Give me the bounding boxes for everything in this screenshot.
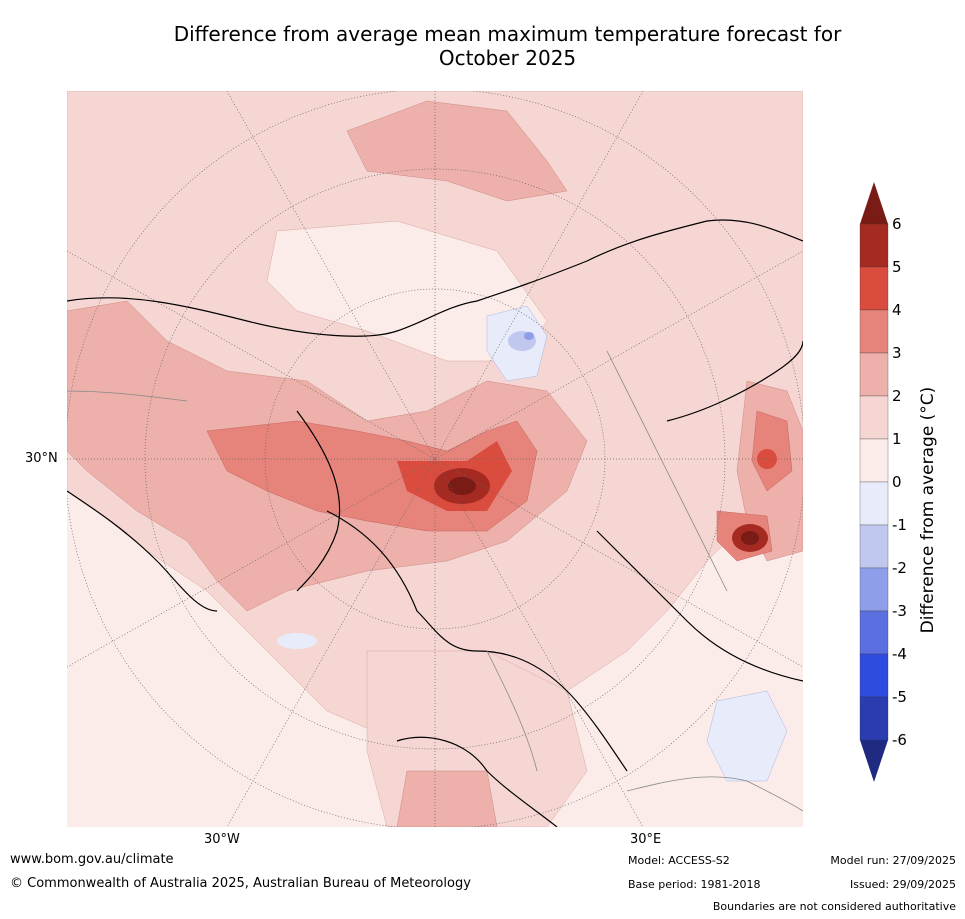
anomaly-hotspot-arctic-core [448, 477, 476, 495]
longitude-label-30w: 30°W [204, 832, 240, 847]
colorbar-tick-label: -2 [892, 559, 907, 577]
colorbar-segment [859, 438, 889, 483]
anomaly-band-2-3-north [346, 100, 568, 202]
base-period: Base period: 1981-2018 [628, 878, 761, 891]
anomaly-below-south-asia [706, 690, 788, 782]
anomaly-band-2-3-south [396, 770, 498, 827]
colorbar-tick-label: -1 [892, 516, 907, 534]
near-average-arctic [266, 220, 548, 362]
colorbar-tick-label: 5 [892, 258, 902, 276]
colorbar-segment [859, 610, 889, 655]
colorbar-label: Difference from average (°C) [918, 387, 938, 634]
colorbar-segment [859, 524, 889, 569]
colorbar-segment [859, 352, 889, 397]
colorbar-tick-label: 6 [892, 215, 902, 233]
colorbar-segment [859, 696, 889, 741]
colorbar-tick-label: -4 [892, 645, 907, 663]
longitude-label-30e: 30°E [630, 832, 662, 847]
latitude-label-30n: 30°N [25, 451, 58, 466]
colorbar-tick-label: -6 [892, 731, 907, 749]
anomaly-below-atlantic [277, 633, 317, 649]
title-line-1: Difference from average mean maximum tem… [173, 22, 842, 46]
colorbar-segments [859, 182, 889, 782]
colorbar-tick-label: 3 [892, 344, 902, 362]
copyright-text: © Commonwealth of Australia 2025, Austra… [10, 876, 471, 891]
colorbar-tick-label: -3 [892, 602, 907, 620]
graticule [67, 91, 803, 827]
title-line-2: October 2025 [438, 46, 577, 70]
colorbar-tick-label: -5 [892, 688, 907, 706]
colorbar-segment [859, 266, 889, 311]
website-link[interactable]: www.bom.gov.au/climate [10, 852, 174, 867]
colorbar-tick-label: 0 [892, 473, 902, 491]
colorbar-extend-min [860, 740, 888, 782]
country-boundaries [67, 350, 803, 812]
boundary-disclaimer: Boundaries are not considered authoritat… [712, 900, 956, 913]
colorbar-segment [859, 395, 889, 440]
colorbar-segment [859, 223, 889, 268]
colorbar-tick-label: 4 [892, 301, 902, 319]
colorbar: 6 5 4 3 2 1 0 -1 -2 -3 -4 -5 -6 Difference from aver… [859, 182, 938, 782]
colorbar-ticks: 6 5 4 3 2 1 0 -1 -2 -3 -4 -5 -6 [892, 215, 907, 749]
colorbar-tick-label: 2 [892, 387, 902, 405]
colorbar-segment [859, 653, 889, 698]
colorbar-segment [859, 309, 889, 354]
issued-date: Issued: 29/09/2025 [849, 878, 956, 891]
colorbar-segment [859, 567, 889, 612]
model-name: Model: ACCESS-S2 [628, 854, 730, 867]
model-run-date: Model run: 27/09/2025 [830, 854, 956, 867]
anomaly-below-scandinavia-min [524, 332, 534, 340]
colorbar-tick-label: 1 [892, 430, 902, 448]
colorbar-segment [859, 481, 889, 526]
colorbar-extend-max [860, 182, 888, 224]
map-title: Difference from average mean maximum tem… [80, 22, 935, 70]
anomaly-hotspot-china-core [741, 531, 759, 545]
coastlines [67, 219, 803, 827]
forecast-map[interactable] [67, 91, 803, 827]
